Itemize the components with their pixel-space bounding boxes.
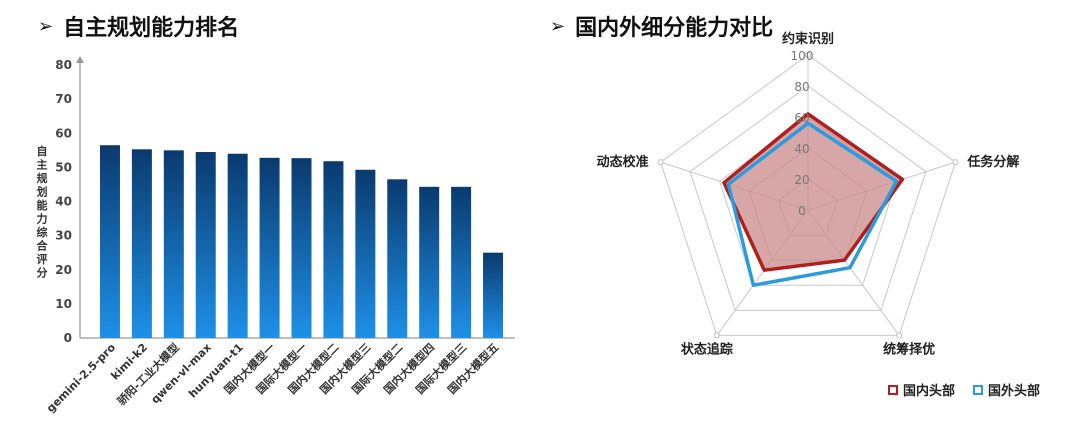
y-axis-label-char: 主 — [37, 158, 48, 172]
radar-axis-label: 动态校准 — [597, 154, 649, 170]
y-axis-label-char: 划 — [37, 185, 48, 199]
radar-series-0 — [722, 112, 905, 272]
radar-spoke-end — [805, 52, 811, 58]
y-tick-label: 80 — [55, 58, 72, 72]
y-tick-label: 30 — [55, 229, 72, 243]
y-tick-label: 0 — [64, 331, 72, 345]
y-tick-label: 20 — [55, 263, 72, 277]
radar-spoke — [716, 209, 809, 336]
y-tick-label: 60 — [55, 126, 72, 140]
radar-tick-label: 80 — [794, 80, 809, 94]
left-panel-title-text: 自主规划能力排名 — [63, 16, 240, 41]
radar-spoke-end — [896, 332, 903, 339]
y-axis-label-char: 合 — [37, 239, 49, 253]
y-axis-label-char: 能 — [37, 198, 48, 212]
y-tick-label: 70 — [55, 92, 72, 106]
radar-legend: 国内头部 国外头部 — [888, 380, 1040, 399]
y-axis-label-char: 力 — [37, 212, 48, 226]
radar-axis-label: 约束识别 — [782, 31, 834, 47]
right-panel-title-text: 国内外细分能力对比 — [575, 16, 774, 41]
radar-spoke — [807, 209, 900, 336]
bar — [259, 157, 280, 338]
radar-tick-label: 40 — [794, 142, 809, 156]
radar-spoke-end — [657, 159, 664, 166]
bar — [355, 169, 376, 338]
radar-series-1 — [726, 121, 899, 287]
bar — [99, 145, 120, 338]
radar-grid-ring — [718, 116, 898, 286]
radar-grid-ring — [659, 54, 957, 336]
legend-label: 国外头部 — [988, 384, 1041, 399]
radar-grid-ring — [748, 147, 868, 261]
legend-item: 国内头部 — [888, 380, 955, 399]
legend-swatch — [973, 384, 984, 395]
radar-axis-label: 统筹择优 — [883, 341, 935, 357]
radar-axis-label: 任务分解 — [966, 154, 1019, 170]
radar-tick-label: 100 — [791, 49, 814, 63]
radar-spoke-end — [713, 332, 720, 339]
radar-grid-ring — [777, 178, 839, 236]
y-tick-label: 40 — [55, 195, 72, 209]
arrow-bullet-icon: ➢ — [38, 15, 54, 37]
y-tick-label: 10 — [55, 297, 72, 311]
y-axis-label-char: 评 — [37, 253, 48, 266]
y-axis-arrow-icon — [76, 56, 84, 63]
bar — [387, 179, 408, 338]
left-panel-title: ➢ 自主规划能力排名 — [38, 10, 239, 42]
y-axis-label-char: 综 — [37, 225, 48, 239]
radar-grid-ring — [689, 85, 927, 311]
radar-tick-label: 0 — [798, 204, 806, 218]
radar-spoke-end — [952, 159, 959, 166]
bar — [483, 252, 504, 338]
radar-tick-label: 60 — [794, 111, 809, 125]
y-axis-label-char: 自 — [37, 144, 48, 158]
radar-spoke — [807, 161, 956, 211]
y-axis-label-char: 分 — [37, 266, 48, 280]
bar — [131, 149, 152, 338]
radar-spoke — [660, 161, 809, 211]
x-tick-label: gemini-2.5-pro — [44, 341, 118, 415]
bar — [451, 186, 472, 338]
bar — [291, 158, 312, 338]
arrow-bullet-icon: ➢ — [550, 15, 566, 37]
legend-swatch — [888, 384, 898, 395]
right-panel-title: ➢ 国内外细分能力对比 — [550, 10, 773, 42]
radar-tick-label: 20 — [794, 173, 809, 187]
legend-label: 国内头部 — [903, 384, 956, 399]
legend-item: 国外头部 — [973, 380, 1040, 399]
bar — [419, 186, 440, 338]
bar — [323, 161, 344, 338]
bar — [163, 150, 184, 338]
bar — [195, 152, 216, 338]
y-axis-label-char: 规 — [37, 171, 48, 185]
bar — [227, 153, 248, 338]
y-tick-label: 50 — [55, 160, 72, 174]
radar-axis-label: 状态追踪 — [681, 341, 733, 357]
